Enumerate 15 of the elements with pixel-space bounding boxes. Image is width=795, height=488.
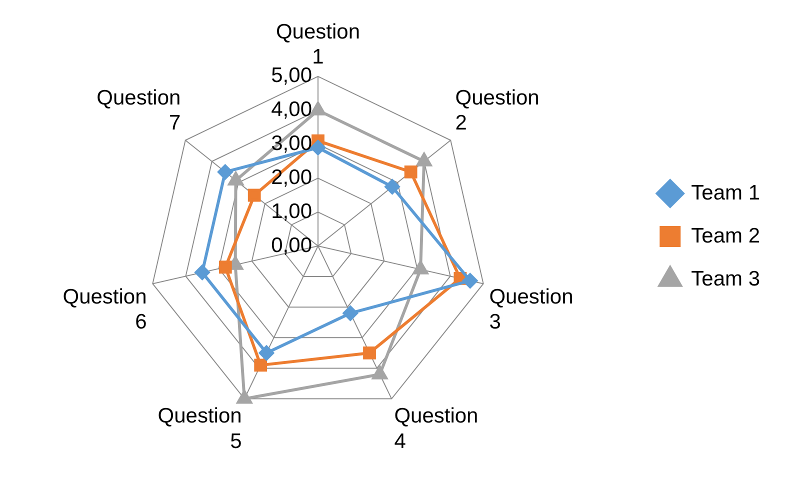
y-tick-label: 4,00 <box>271 98 312 122</box>
y-tick-label: 2,00 <box>271 166 312 189</box>
spoke-label: Question 4 <box>394 404 478 453</box>
y-tick-label: 1,00 <box>271 200 312 223</box>
spoke-label: Question 2 <box>455 86 540 135</box>
spoke-label: Question 5 <box>158 404 242 453</box>
y-tick-label: 5,00 <box>271 64 312 88</box>
spoke-label: Question 6 <box>62 285 147 334</box>
legend-label: Team 1 <box>691 181 760 204</box>
y-tick-label: 0,00 <box>271 234 312 257</box>
legend-label: Team 3 <box>691 267 760 290</box>
spoke-label: Question 3 <box>489 285 574 334</box>
legend-label: Team 2 <box>691 224 760 248</box>
spoke-label: Question 7 <box>96 86 181 135</box>
y-tick-label: 3,00 <box>271 132 312 156</box>
